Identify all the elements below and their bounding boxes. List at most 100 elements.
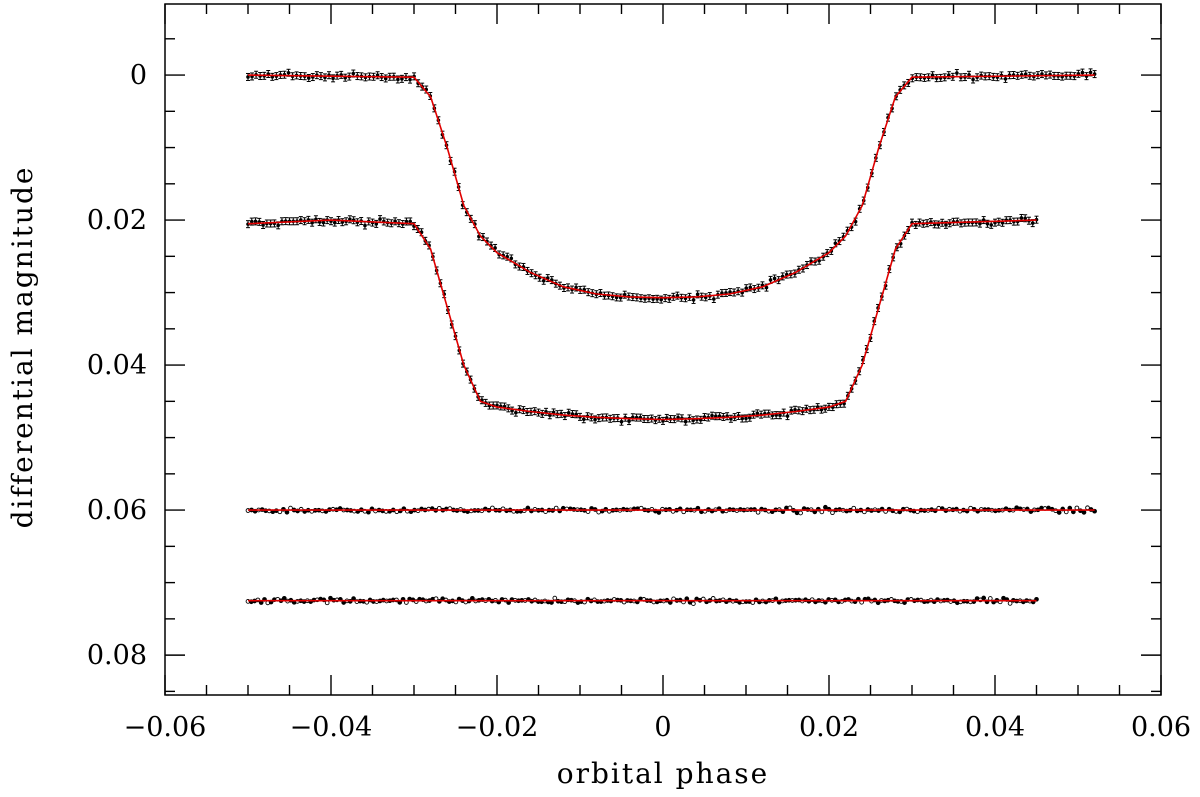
residual-point	[656, 510, 662, 515]
data-point	[989, 223, 994, 227]
data-point	[374, 222, 379, 226]
y-tick-label: 0	[130, 60, 147, 91]
y-tick-label: 0.04	[87, 350, 147, 381]
model-fit-line	[247, 219, 1037, 421]
residual-point	[1056, 510, 1062, 515]
data-point	[593, 417, 597, 422]
x-tick-label: −0.04	[290, 712, 373, 743]
data-point	[574, 285, 578, 290]
tick-labels: −0.06 −0.04 −0.02 0 0.02 0.04 0.06 0 0.02 0.04 0.0…	[87, 60, 1191, 743]
data-point	[286, 70, 291, 75]
model-curves	[247, 74, 1095, 602]
data-point	[514, 410, 518, 415]
data-point	[351, 71, 356, 76]
y-tick-label: 0.08	[87, 640, 147, 671]
y-axis-title: differential magnitude	[6, 166, 39, 529]
data-point	[748, 285, 753, 290]
data-point	[744, 416, 748, 421]
data-point	[400, 77, 404, 81]
data-point	[691, 298, 696, 302]
data-point	[404, 219, 409, 224]
data-point	[408, 77, 412, 82]
model-fit-line	[247, 74, 1095, 299]
residual-point	[691, 601, 696, 606]
data-point	[331, 76, 335, 81]
data-point	[1003, 77, 1008, 81]
residual-point	[755, 509, 761, 515]
data-point	[683, 419, 688, 424]
data-point	[321, 220, 326, 225]
x-tick-label: 0.06	[1131, 712, 1191, 743]
data-point	[1080, 70, 1085, 75]
data-point	[967, 72, 971, 77]
data-point	[363, 223, 367, 228]
x-tick-label: 0	[654, 712, 671, 743]
data-point	[744, 286, 749, 290]
data-points	[245, 68, 1097, 606]
residual-point	[710, 596, 716, 601]
residual-point	[1074, 505, 1080, 511]
residual-point	[281, 595, 287, 601]
residual-point	[1007, 601, 1013, 606]
data-point	[246, 75, 250, 79]
data-point	[778, 413, 782, 418]
data-point	[971, 77, 975, 82]
data-point	[261, 223, 265, 227]
data-point	[396, 77, 400, 82]
data-point	[944, 223, 948, 227]
data-point	[764, 285, 769, 290]
residual-point	[469, 595, 475, 601]
data-point	[768, 278, 773, 282]
data-point	[740, 416, 745, 421]
x-tick-label: −0.06	[124, 712, 207, 743]
x-tick-label: 0.02	[799, 712, 859, 743]
data-point	[747, 415, 752, 420]
data-point	[306, 76, 311, 80]
data-point	[1019, 216, 1024, 220]
data-point	[581, 417, 586, 422]
data-point	[772, 276, 777, 281]
data-point	[978, 221, 982, 226]
data-point	[332, 220, 337, 225]
data-point	[310, 220, 314, 225]
residual-point	[981, 595, 987, 601]
data-point	[249, 219, 254, 224]
plot-frame	[164, 3, 1162, 696]
data-point	[930, 73, 935, 77]
data-point	[1023, 216, 1027, 221]
residual-point	[823, 504, 828, 510]
data-point	[619, 419, 624, 424]
data-point	[755, 411, 760, 416]
data-point	[253, 219, 258, 224]
data-point	[833, 241, 838, 246]
data-point	[276, 223, 280, 228]
x-tick-label: 0.04	[965, 712, 1025, 743]
residual-point	[830, 510, 835, 516]
data-point	[509, 256, 514, 261]
residual-point	[552, 595, 558, 601]
data-point	[785, 414, 790, 418]
data-point	[408, 219, 413, 224]
data-point	[695, 292, 700, 297]
data-point	[541, 278, 546, 283]
data-point	[1030, 221, 1035, 225]
y-tick-label: 0.06	[87, 495, 147, 526]
data-point	[710, 413, 714, 418]
y-tick-label: 0.02	[87, 205, 147, 236]
residual-point	[1081, 509, 1087, 515]
data-point	[659, 297, 663, 302]
residual-point	[284, 509, 290, 515]
data-point	[712, 297, 716, 301]
axis-ticks	[164, 4, 1162, 695]
residual-point	[798, 510, 803, 516]
data-point	[566, 410, 571, 415]
residual-point	[987, 596, 993, 601]
data-point	[627, 419, 631, 423]
data-point	[1088, 70, 1093, 75]
data-point	[985, 221, 990, 226]
data-point	[378, 217, 382, 221]
data-point	[955, 71, 959, 75]
data-point	[675, 293, 680, 298]
residual-point	[787, 505, 793, 511]
